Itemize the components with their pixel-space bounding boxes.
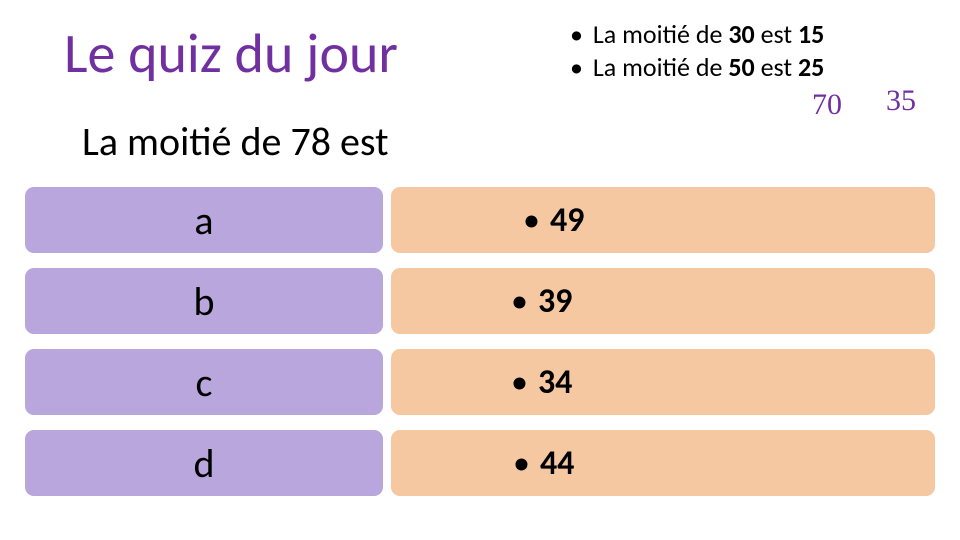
answer-row-d[interactable]: d • 44 (24, 429, 936, 497)
answer-value: 34 (538, 362, 572, 403)
handwritten-annotation-35: 35 (886, 84, 916, 118)
hint-answer: 15 (798, 18, 824, 50)
answers-list: a • 49 b • 39 c • 34 d • 44 (24, 186, 936, 510)
answer-value: 49 (550, 200, 584, 241)
handwritten-annotation-70: 70 (812, 88, 842, 122)
hint-number: 50 (728, 51, 754, 83)
answer-value: 44 (540, 443, 574, 484)
hint-mid: est (755, 18, 798, 50)
hint-line-2: • La moitié de 50 est 25 (570, 51, 940, 84)
hint-mid: est (755, 51, 798, 83)
answer-row-b[interactable]: b • 39 (24, 267, 936, 335)
bullet-icon: • (570, 51, 583, 83)
bullet-icon: • (570, 18, 583, 50)
bullet-icon: • (511, 281, 528, 322)
answer-value-box: • 34 (390, 348, 936, 416)
answer-letter: a (24, 186, 384, 254)
answer-row-c[interactable]: c • 34 (24, 348, 936, 416)
bullet-icon: • (511, 362, 528, 403)
answer-value-box: • 39 (390, 267, 936, 335)
answer-row-a[interactable]: a • 49 (24, 186, 936, 254)
answer-value-box: • 49 (390, 186, 936, 254)
bullet-icon: • (523, 200, 540, 241)
hint-prefix: La moitié de (593, 51, 728, 83)
answer-value-box: • 44 (390, 429, 936, 497)
question-text: La moitié de 78 est (82, 117, 389, 166)
hint-prefix: La moitié de (593, 18, 728, 50)
hints-block: • La moitié de 30 est 15 • La moitié de … (570, 18, 940, 83)
answer-letter: d (24, 429, 384, 497)
bullet-icon: • (513, 443, 530, 484)
slide-title: Le quiz du jour (64, 20, 398, 88)
answer-value: 39 (538, 281, 572, 322)
hint-line-1: • La moitié de 30 est 15 (570, 18, 940, 51)
hint-answer: 25 (798, 51, 824, 83)
answer-letter: c (24, 348, 384, 416)
answer-letter: b (24, 267, 384, 335)
quiz-slide: Le quiz du jour • La moitié de 30 est 15… (0, 0, 960, 540)
hint-number: 30 (728, 18, 754, 50)
